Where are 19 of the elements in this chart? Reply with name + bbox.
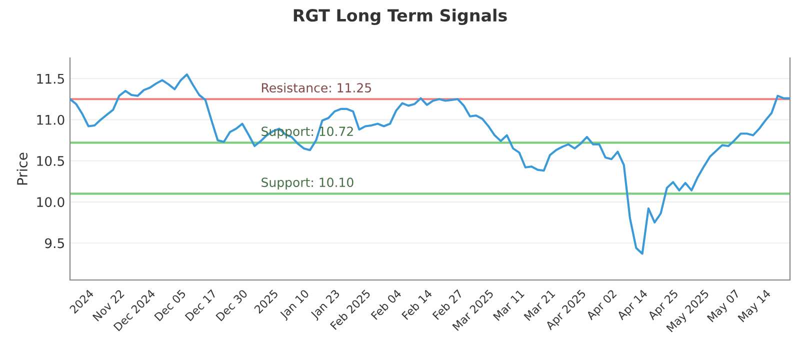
y-axis-title: Price bbox=[16, 152, 28, 185]
x-tick-label: Dec 30 bbox=[216, 288, 248, 322]
x-tick-label: Feb 04 bbox=[370, 288, 402, 320]
x-tick-label: Feb 14 bbox=[401, 288, 433, 320]
y-tick-label: 10.5 bbox=[37, 156, 64, 166]
ref-line-label: Resistance: 11.25 bbox=[262, 82, 372, 93]
x-tick-label: Mar 11 bbox=[492, 289, 525, 321]
ref-line-label: Support: 10.10 bbox=[262, 178, 354, 190]
chart-title: RGT Long Term Signals bbox=[294, 8, 507, 26]
x-tick-label: Dec 05 bbox=[154, 289, 186, 322]
y-tick-label: 10.0 bbox=[37, 197, 64, 208]
y-tick-label: 9.5 bbox=[44, 238, 64, 248]
x-tick-label: Dec 17 bbox=[184, 289, 217, 322]
line-series bbox=[70, 73, 790, 255]
y-tick-label: 11.0 bbox=[37, 114, 64, 125]
y-tick-label: 11.5 bbox=[37, 74, 64, 84]
x-tick-label: Jan 10 bbox=[278, 288, 311, 321]
x-tick-label: Apr 14 bbox=[616, 289, 650, 322]
x-tick-label: Apr 02 bbox=[586, 289, 618, 322]
